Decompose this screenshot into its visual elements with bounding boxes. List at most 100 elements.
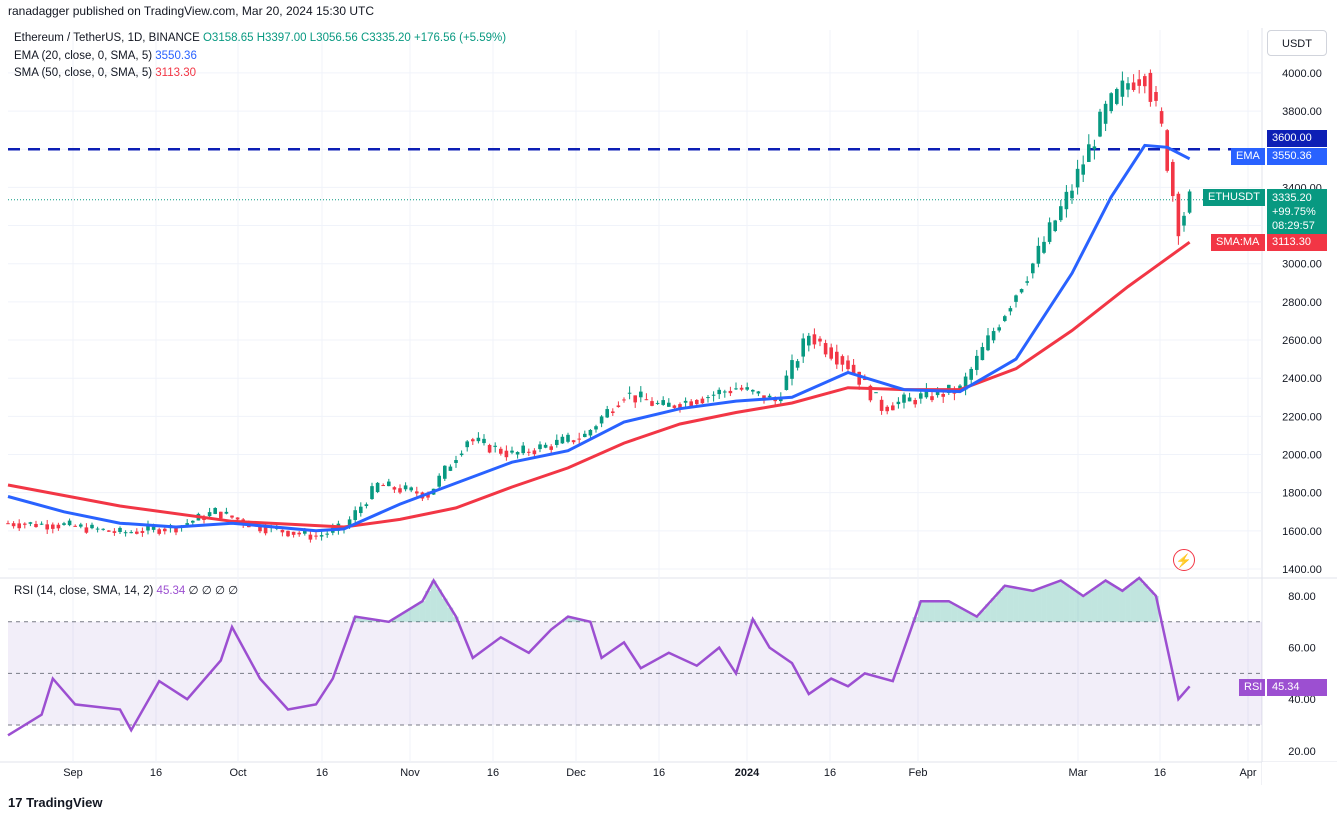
candle-body: [1070, 190, 1074, 199]
candle-body: [555, 439, 559, 445]
price-tick-label: 3800.00: [1282, 106, 1322, 118]
candle-body: [493, 445, 497, 447]
symbol-name: Ethereum / TetherUS, 1D, BINANCE: [14, 32, 200, 44]
candle-body: [45, 524, 49, 530]
price-tick-label: 2600.00: [1282, 335, 1322, 347]
candle-body: [90, 524, 94, 529]
time-tick-label: Nov: [400, 767, 420, 779]
candle-body: [123, 532, 128, 534]
ohlc-close: C3335.20: [360, 32, 411, 44]
candle-body: [314, 535, 318, 537]
candle-body: [1098, 111, 1102, 137]
candle-body: [1109, 93, 1113, 112]
ema-legend-value: 3550.36: [155, 50, 197, 62]
candle-body: [1159, 111, 1164, 124]
candle-body: [1126, 83, 1130, 90]
candle-body: [280, 529, 285, 533]
candle-body: [605, 409, 609, 418]
candle-body: [1081, 164, 1085, 175]
candle-body: [392, 487, 397, 490]
candle-body: [426, 493, 430, 498]
candle-body: [1154, 92, 1158, 101]
candle-body: [482, 438, 486, 444]
candle-body: [1171, 161, 1175, 197]
candle-body: [1137, 79, 1141, 86]
ema-legend-label: EMA (20, close, 0, SMA, 5): [14, 50, 153, 62]
candle-body: [286, 530, 290, 537]
time-tick-label: 16: [150, 767, 162, 779]
candle-body: [1103, 103, 1108, 124]
candle-body: [1064, 191, 1069, 210]
candle-body: [538, 444, 542, 450]
candle-body: [902, 394, 906, 403]
time-tick-label: Oct: [229, 767, 246, 779]
time-tick-label: 16: [316, 767, 328, 779]
candle-body: [174, 527, 178, 533]
candle-body: [1059, 206, 1063, 221]
candle-body: [549, 446, 553, 450]
candle-body: [151, 526, 156, 530]
candle-body: [1053, 220, 1057, 232]
candle-body: [1187, 191, 1192, 213]
ema-tag-value: 3550.36: [1267, 148, 1327, 165]
candle-body: [566, 434, 570, 442]
rsi-legend[interactable]: RSI (14, close, SMA, 14, 2) 45.34 ∅ ∅ ∅ …: [14, 583, 238, 597]
candle-body: [34, 523, 38, 528]
candle-body: [700, 398, 705, 404]
time-tick-label: Sep: [63, 767, 83, 779]
candle-body: [1143, 76, 1147, 87]
candle-body: [650, 401, 654, 406]
candle-body: [370, 486, 374, 500]
candle-body: [11, 523, 16, 527]
candle-body: [627, 392, 632, 394]
candle-body: [863, 378, 867, 381]
publisher-line: ranadagger published on TradingView.com,…: [8, 4, 375, 18]
candle-body: [84, 527, 89, 533]
candle-body: [583, 433, 587, 438]
level-3600-tag: 3600.00: [1267, 130, 1327, 147]
candle-body: [6, 523, 10, 525]
ticker-tag: ETHUSDT: [1203, 189, 1265, 206]
rsi-legend-value: 45.34: [156, 585, 186, 597]
candle-body: [454, 460, 458, 463]
candle-body: [991, 331, 996, 341]
candle-body: [1165, 130, 1169, 171]
candle-body: [521, 445, 525, 454]
symbol-line: Ethereum / TetherUS, 1D, BINANCE O3158.6…: [14, 32, 506, 44]
candle-body: [1092, 146, 1097, 150]
candle-body: [1036, 245, 1041, 264]
candle-body: [633, 395, 637, 403]
candle-body: [588, 429, 593, 436]
candle-body: [963, 376, 968, 390]
candle-body: [986, 335, 990, 351]
currency-button[interactable]: USDT: [1267, 30, 1327, 56]
price-tick-label: 1800.00: [1282, 488, 1322, 500]
sma50-line: [7, 240, 1191, 529]
candle-body: [17, 523, 21, 529]
sma-legend[interactable]: SMA (50, close, 0, SMA, 5) 3113.30: [14, 67, 196, 79]
candle-body: [611, 411, 615, 413]
candle-body: [67, 520, 72, 526]
candle-body: [616, 405, 621, 408]
candle-body: [459, 453, 464, 456]
ema-legend[interactable]: EMA (20, close, 0, SMA, 5) 3550.36: [14, 50, 197, 62]
rsi-line: [7, 576, 1191, 737]
candle-body: [672, 405, 677, 408]
candle-body: [499, 448, 503, 454]
candle-body: [308, 534, 313, 540]
candle-body: [39, 523, 44, 525]
lightning-icon[interactable]: ⚡: [1173, 549, 1195, 571]
candle-body: [1031, 263, 1035, 274]
candle-body: [95, 528, 100, 530]
candle-body: [51, 524, 55, 529]
candle-body: [711, 394, 716, 396]
candle-body: [756, 391, 761, 394]
candle-body: [543, 444, 548, 448]
candle-body: [224, 511, 229, 514]
candle-body: [975, 355, 979, 370]
candle-body: [185, 523, 189, 525]
candle-body: [191, 520, 195, 523]
rsi-tick-label: 20.00: [1288, 746, 1316, 758]
ohlc-open: O3158.65: [202, 32, 254, 44]
